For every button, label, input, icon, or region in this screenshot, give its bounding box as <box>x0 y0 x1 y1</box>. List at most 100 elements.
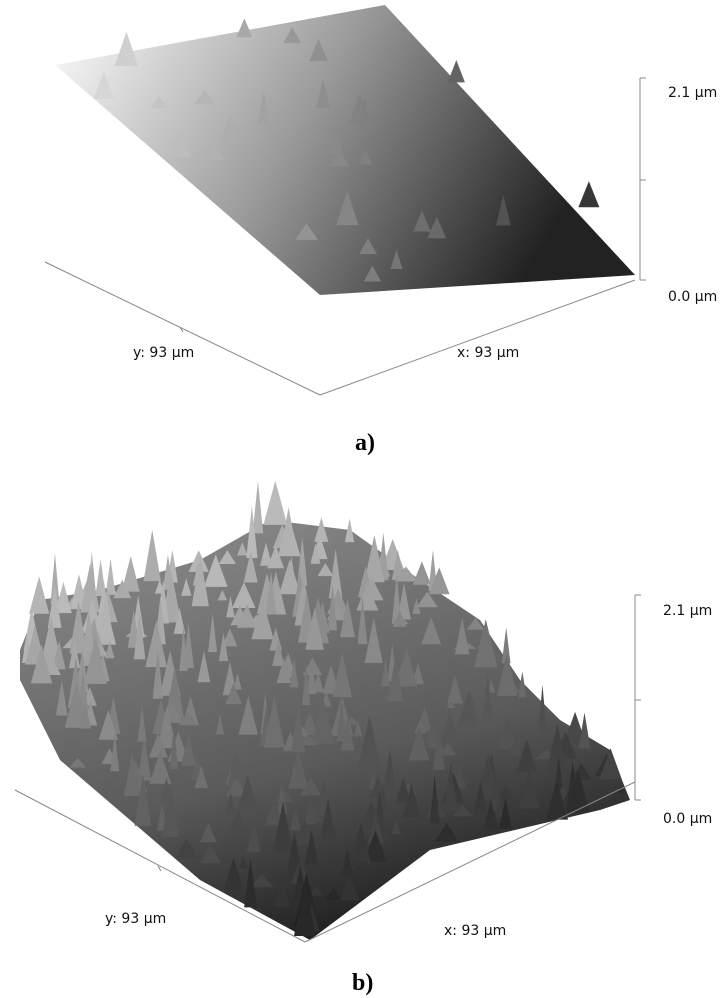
surface-peak <box>435 822 459 842</box>
surface-peak <box>232 582 256 608</box>
surface-peak <box>325 886 342 901</box>
surface-peak <box>481 674 494 728</box>
surface-peak <box>495 194 511 226</box>
surface-peak <box>257 91 271 125</box>
surface-peak <box>244 858 257 908</box>
surface-peak <box>251 598 274 640</box>
surface-peak <box>223 857 244 890</box>
surface-peak <box>250 873 274 888</box>
surface-peak <box>175 837 199 859</box>
surface-peak <box>320 798 336 839</box>
x-axis-label: x: 93 µm <box>444 923 506 939</box>
surface-peak <box>98 709 118 740</box>
surface-peak <box>217 589 228 601</box>
z-max-label: 2.1 µm <box>663 603 712 619</box>
surface-peak <box>264 695 285 748</box>
surface-peak <box>391 573 402 623</box>
surface-peak <box>617 784 626 794</box>
surface-peak <box>79 702 91 729</box>
surface-peak <box>93 71 115 100</box>
surface-peak <box>391 549 405 580</box>
surface-peak <box>358 715 381 768</box>
surface-peak <box>351 822 371 863</box>
panel-b: 2.1 µm 0.0 µm y: 93 µm x: 93 µm b) <box>14 480 712 996</box>
surface-peak <box>263 480 288 525</box>
surface-peak <box>169 130 191 157</box>
surface-peak <box>518 769 540 809</box>
surface-peak <box>427 216 447 239</box>
surface-peak <box>236 604 258 628</box>
surface-peak <box>194 90 216 104</box>
surface-peak <box>359 238 377 255</box>
surface-peak <box>225 778 248 797</box>
surface-peak <box>225 791 237 816</box>
surface-peak <box>454 617 470 655</box>
surface-peak <box>578 712 591 749</box>
surface-peak <box>566 770 590 812</box>
surface-peak <box>277 516 301 557</box>
surface-peak <box>247 818 261 853</box>
surface-peak <box>412 561 432 585</box>
surface-peak <box>483 799 499 830</box>
surface-peak <box>233 673 242 690</box>
surface-peak <box>408 726 430 761</box>
surface-peak <box>381 657 390 687</box>
surface-peak <box>571 763 592 781</box>
surface-peak <box>336 699 347 742</box>
surface-peak <box>181 733 197 766</box>
surface-peak <box>133 610 146 660</box>
surface-peak <box>357 596 368 645</box>
surface-peak <box>328 548 343 599</box>
surface-peak <box>106 558 115 591</box>
surface-peak <box>276 781 287 815</box>
surface-peak <box>55 679 68 716</box>
surface-peak <box>283 27 302 44</box>
surface-peak <box>451 804 474 817</box>
surface-peak <box>447 60 465 83</box>
surface-peak <box>358 96 372 132</box>
surface-peak <box>511 768 522 778</box>
y-axis-label: y: 93 µm <box>105 911 166 927</box>
surface-peak <box>397 582 411 620</box>
surface-peak <box>265 571 277 615</box>
surface-peak <box>197 651 211 683</box>
surface-peak <box>137 705 147 742</box>
surface-peak <box>50 553 60 605</box>
surface-peak <box>328 122 342 155</box>
surface-peak <box>432 721 445 770</box>
surface-peak <box>178 711 198 726</box>
surface-peak <box>236 775 260 813</box>
surface-peak <box>291 701 306 753</box>
surface-peak <box>30 643 53 684</box>
surface-peak <box>300 777 322 796</box>
surface-peak <box>279 559 301 595</box>
surface-peak <box>238 695 258 735</box>
y-axis <box>44 261 321 396</box>
panel-label: a) <box>355 430 375 456</box>
surface-peak <box>367 808 384 844</box>
surface-peak <box>310 543 321 564</box>
panel-label: b) <box>352 970 373 996</box>
y-axis-label: y: 93 µm <box>133 345 194 361</box>
surface-peak <box>402 782 421 818</box>
surface-peak <box>457 700 477 727</box>
z-min-label: 0.0 µm <box>668 289 717 305</box>
surface-peak <box>293 884 316 937</box>
surface-peak <box>288 748 309 789</box>
surface-peak <box>473 781 488 813</box>
surface-peak <box>447 674 463 704</box>
surface-peak <box>264 796 283 826</box>
surface-peak <box>564 711 587 744</box>
surface-peak <box>274 872 290 907</box>
surface-peak <box>157 705 177 749</box>
surface-peak <box>68 639 81 669</box>
surface-peak <box>364 617 383 663</box>
surface-peak <box>336 190 359 226</box>
surface-peak <box>222 628 238 647</box>
surface-peak <box>203 554 228 587</box>
surface-peak <box>150 96 168 109</box>
surface-peak <box>110 733 120 772</box>
surface-peak <box>538 684 547 733</box>
surface-peak <box>124 752 141 797</box>
surface-peak <box>304 791 316 825</box>
